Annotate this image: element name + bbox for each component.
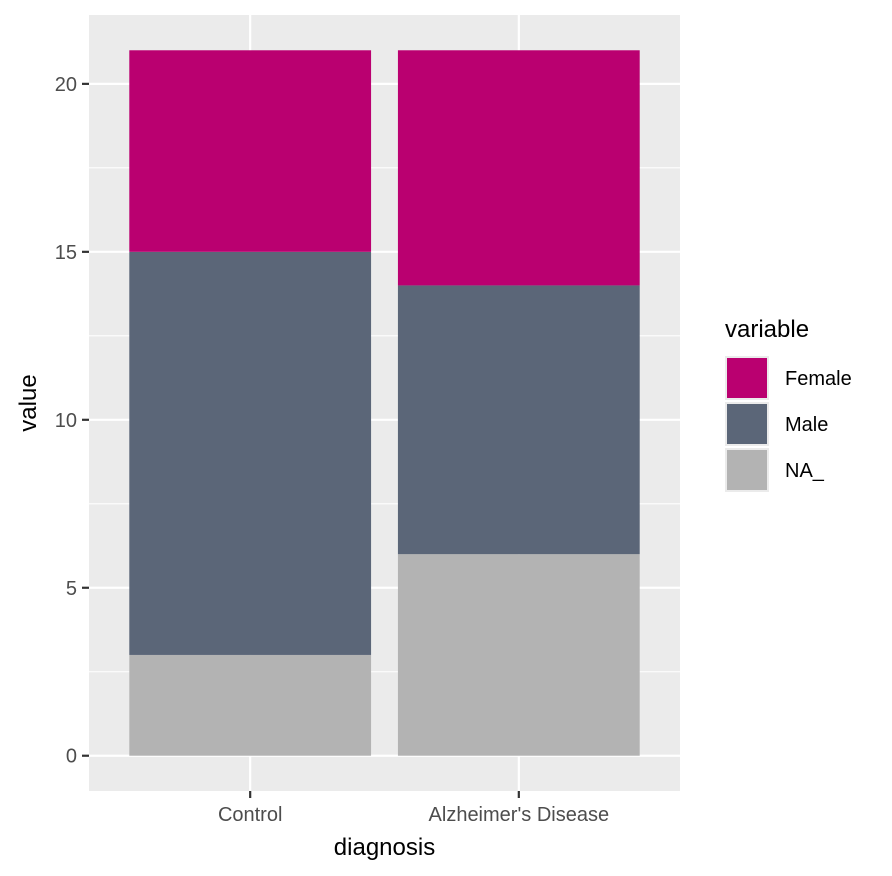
bar-segment-male-1 [129,251,372,655]
x-axis-title: diagnosis [334,834,435,861]
bar-segment-na-1 [129,654,372,756]
y-axis: 0 5 10 15 20 [55,74,89,768]
legend-swatch [727,358,767,398]
y-tick-label: 20 [55,74,77,96]
bar-segment-male-2 [397,285,640,555]
bar-segment-female-1 [129,50,372,252]
x-tick-label: Control [218,804,282,826]
y-axis-title: value [15,374,42,431]
y-tick-label: 0 [66,746,77,768]
legend: variable Female Male NA_ [725,316,852,492]
legend-swatch [727,404,767,444]
legend-label: NA_ [785,460,825,482]
legend-label: Female [785,368,852,390]
legend-title: variable [725,316,809,343]
x-tick-label: Alzheimer's Disease [429,804,610,826]
y-tick-label: 10 [55,410,77,432]
bar-segment-female-2 [397,50,640,286]
legend-label: Male [785,414,828,436]
legend-swatch [727,450,767,490]
x-axis: Control Alzheimer's Disease [218,791,609,826]
y-tick-label: 15 [55,242,77,264]
bars [129,50,640,756]
bar-segment-na-2 [397,554,640,756]
y-tick-label: 5 [66,578,77,600]
